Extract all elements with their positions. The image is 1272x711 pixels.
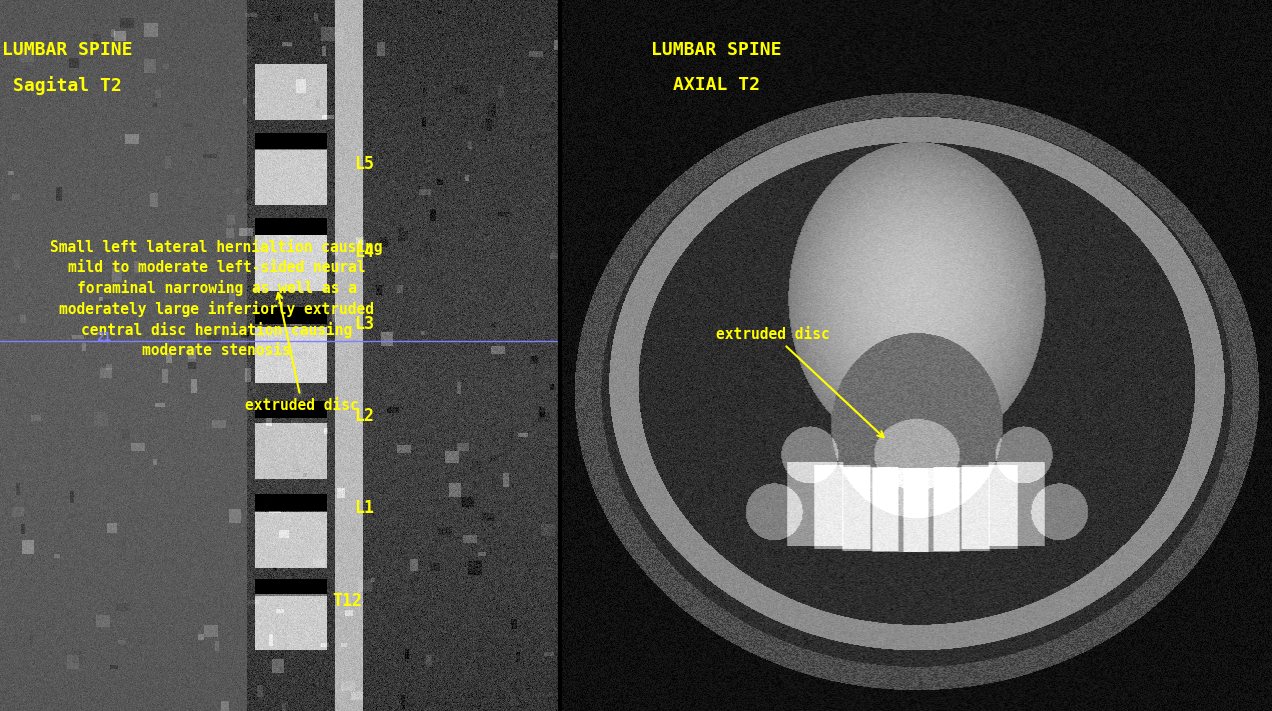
Text: extruded disc: extruded disc (245, 293, 359, 413)
Text: LUMBAR SPINE: LUMBAR SPINE (3, 41, 132, 59)
Text: AXIAL T2: AXIAL T2 (673, 76, 759, 95)
Text: Small left lateral hernialtion causing
mild to moderate left-sided neural
forami: Small left lateral hernialtion causing m… (51, 239, 383, 358)
Text: L1: L1 (354, 499, 374, 518)
Text: extruded disc: extruded disc (716, 326, 884, 437)
Text: Sagital T2: Sagital T2 (13, 76, 122, 95)
Text: L4: L4 (354, 243, 374, 262)
Text: L3: L3 (354, 314, 374, 333)
Text: 21: 21 (97, 331, 111, 343)
Text: LUMBAR SPINE: LUMBAR SPINE (651, 41, 781, 59)
Text: L5: L5 (354, 154, 374, 173)
Text: T12: T12 (332, 592, 363, 610)
Text: L2: L2 (354, 407, 374, 425)
